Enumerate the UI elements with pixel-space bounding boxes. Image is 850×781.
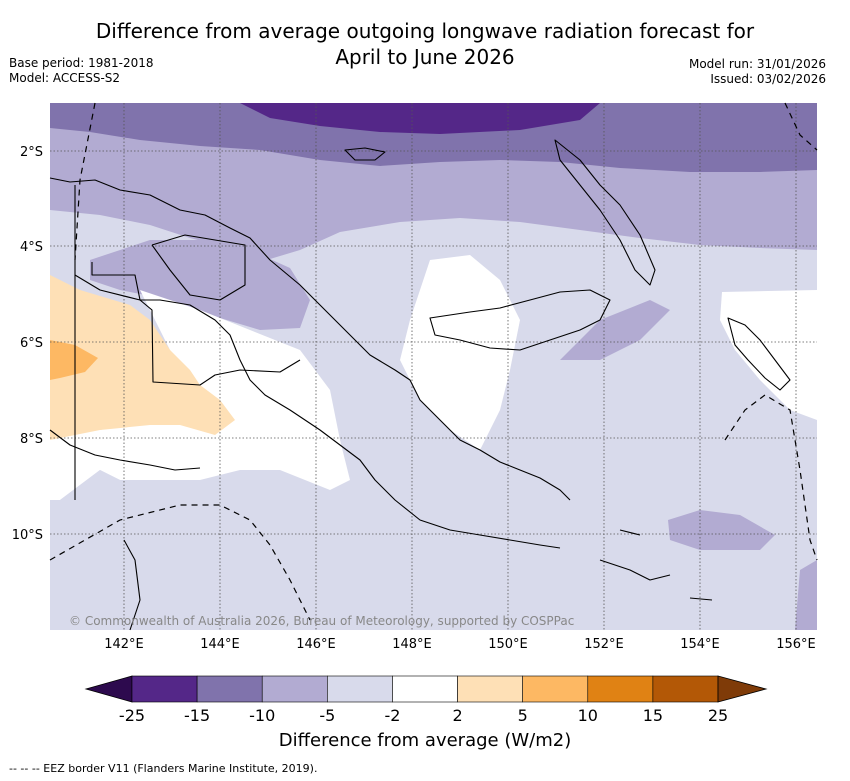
eez-border-west bbox=[74, 102, 96, 261]
issued-date: Issued: 03/02/2026 bbox=[710, 72, 826, 86]
anomaly-region-minus10-southeast bbox=[795, 560, 817, 630]
colorbar-segment bbox=[457, 675, 523, 703]
colorbar-tick-label: -10 bbox=[249, 706, 275, 725]
colorbar-label: Difference from average (W/m2) bbox=[278, 730, 572, 751]
new-britain-island bbox=[429, 289, 611, 351]
lon-tick-label: 144°E bbox=[200, 637, 240, 652]
colorbar-tick-label: -15 bbox=[184, 706, 210, 725]
anomaly-region-minus5-west bbox=[50, 470, 120, 630]
province-borders bbox=[91, 234, 301, 386]
lon-tick-label: 148°E bbox=[392, 637, 432, 652]
anomaly-region-plus2 bbox=[50, 275, 235, 440]
new-ireland-island bbox=[554, 139, 656, 286]
lon-tick-label: 152°E bbox=[584, 637, 624, 652]
lon-tick-label: 156°E bbox=[776, 637, 816, 652]
colorbar-segment bbox=[196, 675, 263, 703]
title-line-1: Difference from average outgoing longwav… bbox=[95, 19, 755, 43]
anomaly-region-minus10-png bbox=[90, 240, 310, 330]
eez-border-northeast bbox=[784, 102, 818, 151]
manus-island bbox=[344, 147, 386, 161]
png-mainland-north-coast bbox=[49, 177, 571, 501]
colorbar-segment bbox=[131, 675, 198, 703]
png-mainland-south-coast bbox=[74, 274, 561, 549]
eez-border-south bbox=[49, 504, 311, 621]
anomaly-region-minus25 bbox=[240, 103, 600, 134]
base-period: Base period: 1981-2018 bbox=[9, 56, 154, 70]
eez-footnote: -- -- -- EEZ border V11 (Flanders Marine… bbox=[9, 762, 318, 775]
meta-left: Base period: 1981-2018 Model: ACCESS-S2 bbox=[9, 56, 154, 86]
anomaly-fields bbox=[50, 103, 817, 630]
anomaly-region-minus10-bismarck bbox=[560, 300, 670, 360]
anomaly-region-minus10-solomon bbox=[668, 510, 775, 550]
lat-tick-label: 6°S bbox=[20, 336, 43, 351]
colorbar-segment bbox=[327, 675, 393, 703]
milne-bay-islands bbox=[599, 529, 713, 601]
colorbar-tick-label: 10 bbox=[578, 706, 598, 725]
coastlines bbox=[49, 139, 791, 631]
model-run: Model run: 31/01/2026 bbox=[688, 57, 826, 71]
model-name: Model: ACCESS-S2 bbox=[9, 71, 121, 85]
colorbar-tick-label: 5 bbox=[518, 706, 528, 725]
title-line-2: April to June 2026 bbox=[335, 45, 515, 69]
bougainville-island bbox=[727, 317, 791, 391]
colorbar-tick-label: 15 bbox=[643, 706, 663, 725]
lon-tick-label: 146°E bbox=[296, 637, 336, 652]
colorbar-segment bbox=[392, 675, 458, 703]
torres-strait-coast bbox=[49, 429, 201, 631]
anomaly-region-plus5 bbox=[50, 340, 98, 380]
meta-right: Model run: 31/01/2026 Issued: 03/02/2026 bbox=[689, 57, 826, 87]
lon-tick-label: 150°E bbox=[488, 637, 528, 652]
neutral-region-north-coast bbox=[400, 255, 520, 450]
colorbar: -25 -15 -10 -5 -2 2 5 10 15 25 bbox=[84, 675, 768, 725]
lat-ticks: 2°S 4°S 6°S 8°S 10°S bbox=[12, 145, 43, 543]
lon-ticks: 142°E 144°E 146°E 148°E 150°E 152°E 154°… bbox=[104, 637, 816, 652]
lon-tick-label: 142°E bbox=[104, 637, 144, 652]
colorbar-segment bbox=[261, 675, 328, 703]
map-panel bbox=[49, 102, 818, 631]
copyright-text: © Commonwealth of Australia 2026, Bureau… bbox=[69, 614, 574, 628]
colorbar-segment bbox=[587, 675, 654, 703]
colorbar-tick-label: -2 bbox=[384, 706, 400, 725]
colorbar-tick-label: -25 bbox=[119, 706, 145, 725]
colorbar-over-arrow bbox=[717, 675, 768, 703]
chart-title: Difference from average outgoing longwav… bbox=[0, 18, 850, 70]
lat-tick-label: 2°S bbox=[20, 145, 43, 160]
lat-tick-label: 4°S bbox=[20, 240, 43, 255]
eez-borders bbox=[49, 102, 818, 621]
eez-border-east bbox=[724, 394, 818, 561]
lon-tick-label: 154°E bbox=[680, 637, 720, 652]
lat-tick-label: 8°S bbox=[20, 432, 43, 447]
colorbar-tick-label: -5 bbox=[319, 706, 335, 725]
colorbar-segment bbox=[522, 675, 589, 703]
lat-tick-label: 10°S bbox=[12, 528, 43, 543]
colorbar-segment bbox=[652, 675, 719, 703]
neutral-region-bougainville bbox=[720, 290, 817, 420]
colorbar-tick-label: 2 bbox=[452, 706, 462, 725]
colorbar-tick-label: 25 bbox=[708, 706, 728, 725]
anomaly-region-minus15 bbox=[50, 103, 817, 172]
colorbar-under-arrow bbox=[84, 675, 133, 703]
